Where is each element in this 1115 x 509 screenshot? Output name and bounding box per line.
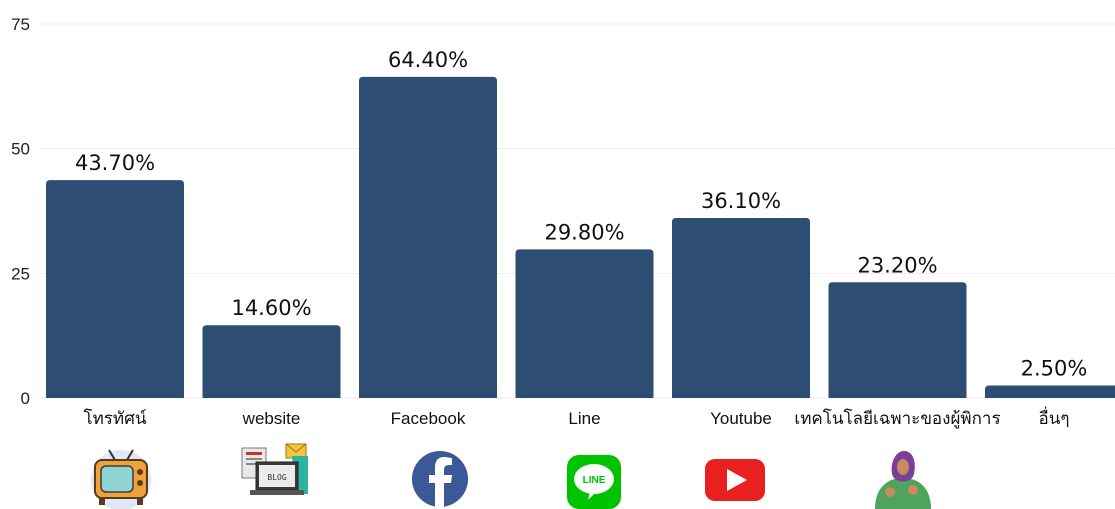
- bar: [985, 385, 1115, 398]
- facebook-icon: [412, 451, 468, 507]
- value-label: 2.50%: [1021, 357, 1088, 381]
- x-tick-label: อื่นๆ: [1039, 406, 1070, 428]
- value-label: 14.60%: [231, 296, 311, 320]
- bar: [672, 217, 810, 398]
- y-tick-label: 0: [21, 389, 30, 408]
- svg-text:BLOG: BLOG: [267, 473, 286, 482]
- x-tick-label: Line: [568, 409, 600, 428]
- x-axis-labels: โทรทัศน์ website Facebook Line Youtube เทคโนโ…: [83, 406, 1069, 429]
- x-tick-label: website: [242, 409, 301, 428]
- y-tick-label: 50: [11, 140, 30, 159]
- bar: [828, 282, 967, 398]
- svg-text:LINE: LINE: [583, 475, 606, 486]
- retro-tv-icon: [91, 449, 151, 509]
- y-tick-label: 75: [11, 15, 30, 34]
- bar: [202, 325, 341, 398]
- sign-language-person-icon: [875, 451, 931, 509]
- value-label: 64.40%: [388, 48, 468, 72]
- y-tick-label: 25: [11, 264, 30, 283]
- bar: [515, 249, 654, 398]
- value-label: 23.20%: [857, 253, 937, 277]
- bars: [46, 76, 1115, 398]
- x-tick-label: Youtube: [710, 409, 772, 428]
- bar: [46, 180, 184, 398]
- value-label: 29.80%: [544, 220, 624, 244]
- line-app-icon: LINE: [567, 455, 621, 509]
- youtube-icon: [705, 459, 765, 501]
- blog-laptop-icon: BLOG: [241, 443, 308, 495]
- x-tick-label: Facebook: [391, 409, 466, 428]
- x-tick-label: เทคโนโลยีเฉพาะของผู้พิการ: [794, 408, 1000, 429]
- bar: [359, 76, 497, 398]
- value-label: 43.70%: [75, 151, 155, 175]
- value-label: 36.10%: [701, 189, 781, 213]
- x-tick-label: โทรทัศน์: [83, 408, 146, 428]
- y-axis: 0 25 50 75: [11, 15, 30, 408]
- value-labels: 43.70% 14.60% 64.40% 29.80% 36.10% 23.20% 2.50…: [75, 48, 1087, 381]
